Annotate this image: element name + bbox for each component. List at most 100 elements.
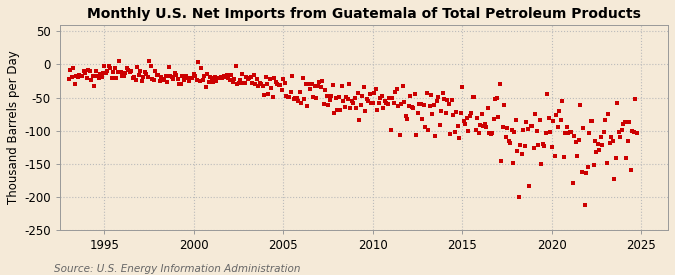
Point bbox=[601, 161, 612, 166]
Point bbox=[75, 74, 86, 79]
Point bbox=[576, 170, 587, 174]
Point bbox=[287, 74, 298, 78]
Point bbox=[275, 83, 286, 87]
Point bbox=[569, 134, 580, 139]
Point bbox=[585, 119, 596, 123]
Point bbox=[616, 128, 627, 132]
Point bbox=[527, 124, 538, 129]
Point bbox=[272, 81, 283, 86]
Point bbox=[350, 96, 360, 100]
Point bbox=[502, 126, 512, 130]
Point bbox=[505, 141, 516, 145]
Point bbox=[567, 181, 578, 185]
Point bbox=[331, 108, 342, 112]
Point bbox=[539, 144, 549, 148]
Point bbox=[560, 131, 570, 135]
Point bbox=[122, 66, 132, 70]
Point bbox=[263, 92, 274, 97]
Point bbox=[230, 63, 241, 68]
Point bbox=[589, 139, 600, 143]
Point bbox=[493, 115, 504, 119]
Point bbox=[99, 63, 110, 68]
Point bbox=[548, 118, 559, 123]
Point bbox=[278, 77, 289, 82]
Point bbox=[120, 71, 131, 76]
Point bbox=[591, 149, 602, 154]
Point bbox=[235, 78, 246, 82]
Point bbox=[273, 83, 284, 87]
Point bbox=[582, 164, 593, 169]
Point bbox=[516, 152, 527, 156]
Point bbox=[90, 69, 101, 73]
Point bbox=[506, 128, 517, 133]
Point bbox=[277, 87, 288, 92]
Point bbox=[584, 131, 595, 135]
Point bbox=[351, 105, 362, 110]
Point bbox=[442, 98, 453, 102]
Point bbox=[580, 171, 591, 175]
Point bbox=[394, 133, 405, 138]
Point bbox=[182, 76, 193, 80]
Point bbox=[156, 75, 167, 79]
Point bbox=[310, 96, 321, 100]
Point bbox=[144, 59, 155, 64]
Point bbox=[478, 124, 489, 128]
Point bbox=[203, 80, 214, 84]
Point bbox=[98, 71, 109, 75]
Point bbox=[450, 130, 460, 134]
Point bbox=[443, 102, 454, 106]
Point bbox=[238, 81, 248, 86]
Point bbox=[129, 75, 140, 79]
Point bbox=[578, 126, 589, 130]
Point bbox=[603, 112, 614, 117]
Point bbox=[296, 101, 306, 105]
Point bbox=[77, 74, 88, 79]
Point bbox=[426, 93, 437, 98]
Point bbox=[549, 153, 560, 158]
Point bbox=[427, 111, 438, 116]
Point bbox=[508, 161, 518, 166]
Point bbox=[366, 100, 377, 105]
Point bbox=[221, 73, 232, 77]
Point bbox=[229, 77, 240, 81]
Point bbox=[214, 76, 225, 81]
Point bbox=[329, 111, 340, 115]
Point bbox=[217, 76, 227, 80]
Point bbox=[259, 92, 269, 97]
Point bbox=[184, 79, 195, 83]
Point bbox=[594, 148, 605, 152]
Point bbox=[630, 97, 641, 101]
Point bbox=[294, 90, 305, 95]
Point bbox=[372, 108, 383, 112]
Point bbox=[387, 96, 398, 100]
Point bbox=[423, 128, 433, 132]
Point bbox=[300, 82, 311, 86]
Point bbox=[620, 120, 630, 125]
Point bbox=[381, 100, 392, 105]
Point bbox=[234, 80, 244, 85]
Point bbox=[491, 96, 502, 101]
Point bbox=[209, 75, 220, 79]
Point bbox=[393, 104, 404, 108]
Point bbox=[136, 79, 147, 83]
Point bbox=[317, 79, 327, 84]
Point bbox=[542, 91, 553, 96]
Point bbox=[348, 101, 359, 105]
Point bbox=[487, 131, 497, 135]
Point bbox=[103, 64, 114, 68]
Point bbox=[462, 116, 472, 120]
Point bbox=[475, 123, 485, 127]
Point bbox=[105, 66, 116, 70]
Point bbox=[81, 76, 92, 81]
Point bbox=[489, 97, 500, 101]
Point bbox=[563, 131, 574, 135]
Point bbox=[451, 110, 462, 114]
Point bbox=[213, 76, 223, 80]
Point bbox=[190, 74, 201, 79]
Point bbox=[171, 73, 182, 77]
Point bbox=[445, 131, 456, 136]
Point bbox=[326, 94, 337, 99]
Point bbox=[241, 75, 252, 79]
Point bbox=[292, 96, 302, 100]
Point bbox=[145, 64, 156, 68]
